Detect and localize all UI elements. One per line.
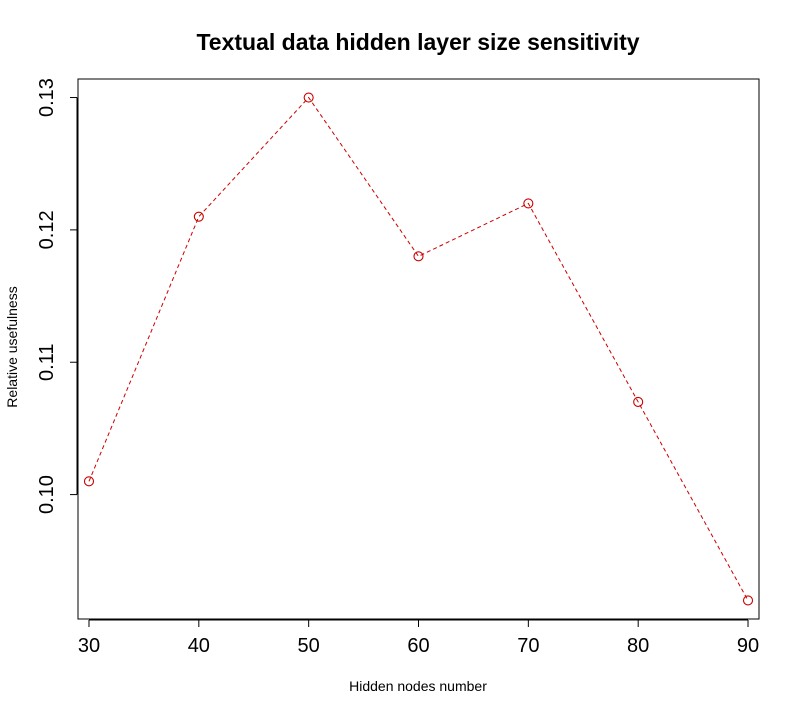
- data-point: [193, 211, 204, 222]
- data-point: [523, 198, 534, 209]
- y-tick-label: 0.12: [36, 210, 58, 249]
- series-layer: [83, 92, 754, 606]
- x-tick-label: 90: [737, 635, 759, 657]
- x-tick-label: 30: [78, 635, 100, 657]
- y-axis-label: Relative usefulness: [4, 286, 20, 407]
- chart-title: Textual data hidden layer size sensitivi…: [196, 29, 639, 55]
- x-tick-label: 80: [627, 635, 649, 657]
- data-point: [633, 396, 644, 407]
- y-tick-label: 0.11: [36, 344, 58, 381]
- x-axis: 30 40 50 60 70 80 90: [78, 619, 759, 657]
- series-line: [88, 96, 749, 601]
- x-axis-label: Hidden nodes number: [349, 678, 487, 694]
- y-tick-label: 0.13: [36, 78, 58, 117]
- data-point: [413, 251, 424, 262]
- x-tick-label: 40: [188, 635, 210, 657]
- data-point: [303, 92, 314, 103]
- x-tick-label: 70: [517, 635, 539, 657]
- plot-area-frame: [77, 78, 760, 620]
- data-point: [742, 595, 754, 606]
- y-axis: 0.10 0.11 0.12 0.13: [36, 78, 78, 514]
- data-point: [83, 476, 95, 487]
- y-tick-label: 0.10: [36, 475, 58, 514]
- x-tick-label: 50: [298, 635, 320, 657]
- x-tick-label: 60: [407, 635, 429, 657]
